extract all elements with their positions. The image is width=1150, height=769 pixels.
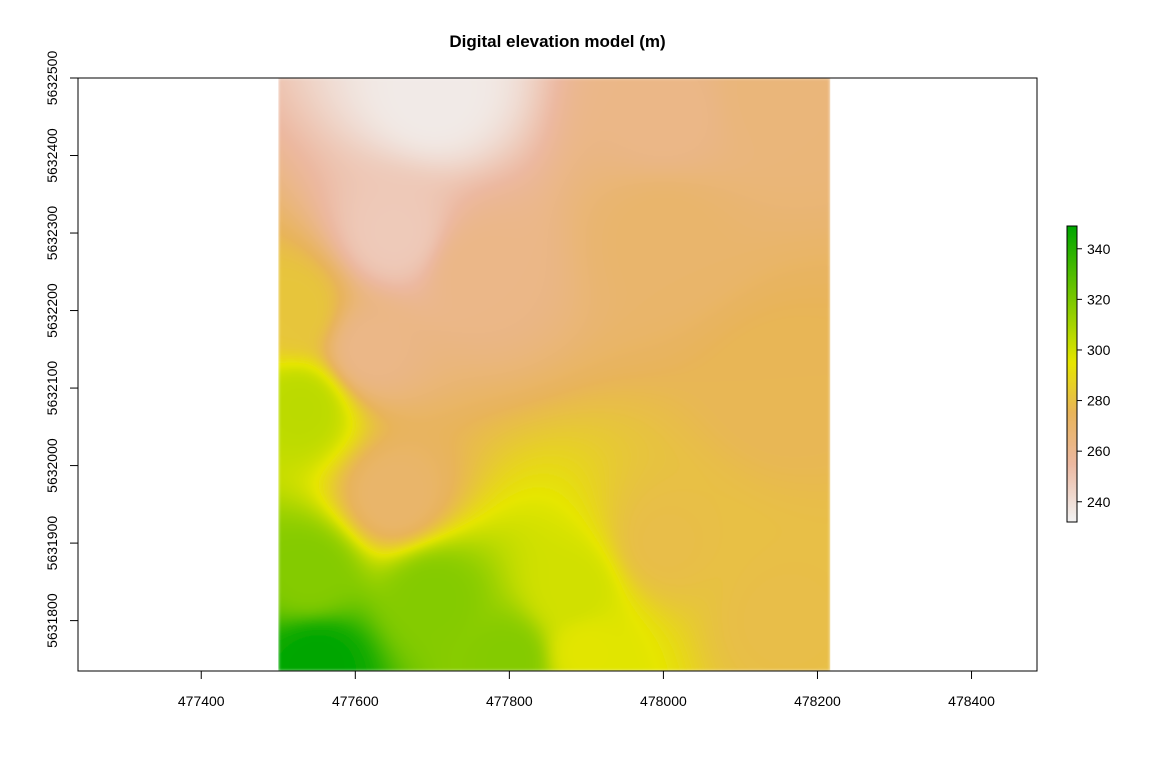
y-axis: 5631800 5631900 5632000 5632100 5632200 56323… [44, 51, 78, 648]
elevation-raster [278, 78, 830, 671]
x-tick-label: 478000 [640, 693, 687, 709]
x-tick-label: 477800 [486, 693, 533, 709]
x-axis: 477400 477600 477800 478000 478200 478400 [178, 671, 995, 709]
legend-tick-label: 340 [1087, 241, 1111, 257]
y-tick-label: 5632400 [44, 128, 60, 183]
y-tick-label: 5632100 [44, 361, 60, 416]
legend-tick-label: 260 [1087, 443, 1111, 459]
x-tick-label: 477600 [332, 693, 379, 709]
chart-title: Digital elevation model (m) [449, 32, 665, 51]
y-tick-label: 5631800 [44, 593, 60, 648]
x-tick-label: 478400 [948, 693, 995, 709]
x-tick-label: 478200 [794, 693, 841, 709]
legend-tick-label: 300 [1087, 342, 1111, 358]
legend-tick-label: 240 [1087, 494, 1111, 510]
x-tick-label: 477400 [178, 693, 225, 709]
y-tick-label: 5631900 [44, 516, 60, 571]
y-tick-label: 5632500 [44, 51, 60, 106]
legend-tick-label: 280 [1087, 393, 1111, 409]
y-tick-label: 5632300 [44, 206, 60, 261]
legend-tick-label: 320 [1087, 291, 1111, 307]
legend-colorbar: 240 260 280 300 320 340 [1067, 226, 1111, 522]
y-tick-label: 5632200 [44, 283, 60, 338]
y-tick-label: 5632000 [44, 438, 60, 493]
